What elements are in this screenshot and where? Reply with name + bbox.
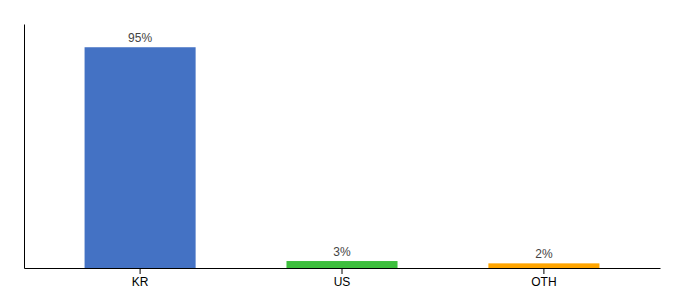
x-tick: OTH bbox=[531, 268, 556, 289]
bar bbox=[286, 261, 397, 268]
plot: KR US OTH 95% 3% 2% bbox=[25, 25, 661, 289]
data-label: 3% bbox=[333, 245, 351, 259]
x-tick-label: OTH bbox=[531, 275, 556, 289]
x-axis: KR US OTH bbox=[25, 268, 661, 289]
data-labels: 95% 3% 2% bbox=[128, 31, 553, 261]
bar bbox=[488, 263, 599, 268]
x-tick: US bbox=[334, 268, 351, 289]
x-tick-label: US bbox=[334, 275, 351, 289]
x-tick-label: KR bbox=[132, 275, 149, 289]
data-label: 2% bbox=[535, 247, 553, 261]
x-tick-mark bbox=[140, 268, 141, 274]
data-label: 95% bbox=[128, 31, 152, 45]
chart: KR US OTH 95% 3% 2% bbox=[0, 0, 680, 300]
y-axis bbox=[24, 25, 25, 269]
x-tick-mark bbox=[543, 268, 544, 274]
y-axis-line bbox=[24, 25, 25, 269]
x-tick: KR bbox=[132, 268, 149, 289]
bar bbox=[85, 47, 196, 268]
bars bbox=[85, 47, 600, 268]
x-tick-mark bbox=[342, 268, 343, 274]
